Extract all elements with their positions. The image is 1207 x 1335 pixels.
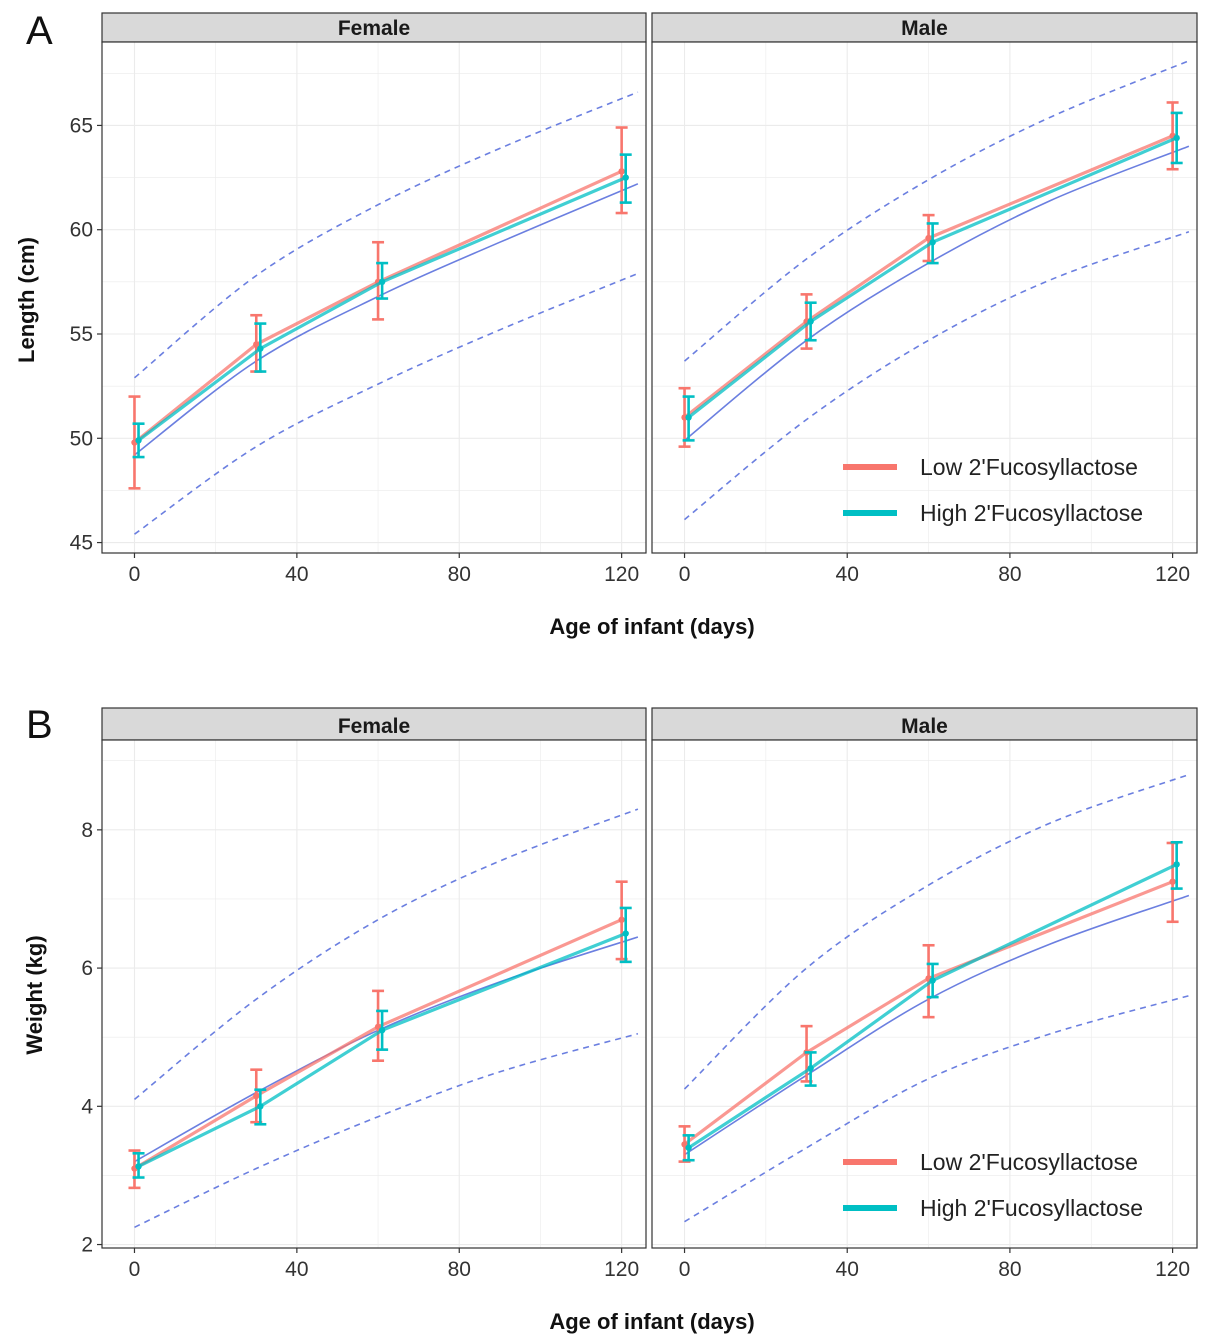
series-line-high-2fl-a-male xyxy=(687,136,1178,419)
data-point-high-2fl-a-female xyxy=(135,437,142,444)
panel-background-b-female xyxy=(102,740,646,1248)
data-point-high-2fl-b-female xyxy=(622,930,629,937)
x-tick-label: 0 xyxy=(129,563,141,586)
x-tick-label: 80 xyxy=(998,1258,1021,1281)
y-tick-label: 60 xyxy=(70,219,93,242)
y-axis-title-a: Length (cm) xyxy=(14,237,39,363)
y-tick-label: 2 xyxy=(81,1234,93,1257)
data-point-low-2fl-a-male xyxy=(925,234,932,242)
data-point-low-2fl-a-female xyxy=(253,341,260,348)
panel-border-b-female xyxy=(101,739,647,1249)
data-point-high-2fl-b-female xyxy=(378,1027,386,1034)
gridlines-b-female xyxy=(102,740,646,1248)
data-point-low-2fl-b-female xyxy=(253,1092,260,1100)
data-point-low-2fl-b-female xyxy=(618,916,625,923)
facet-strip-a-female xyxy=(101,12,647,43)
data-point-high-2fl-b-female xyxy=(257,1103,264,1110)
series-line-low-2fl-b-female xyxy=(133,918,623,1170)
y-tick-label: 45 xyxy=(70,532,93,555)
data-point-high-2fl-b-male xyxy=(807,1065,814,1072)
reference-upper-curve-a-female xyxy=(133,91,639,379)
facet-strip-a-male xyxy=(651,12,1198,43)
reference-lower-curve-a-male xyxy=(683,231,1190,521)
data-point-high-2fl-b-male xyxy=(1173,861,1180,868)
panel-border-b-male xyxy=(651,739,1198,1249)
panel-border-a-male xyxy=(651,41,1198,554)
reference-lower-curve-b-female xyxy=(134,1032,639,1229)
facet-label-b-female: Female xyxy=(338,715,410,738)
x-tick-label: 40 xyxy=(836,563,859,586)
x-tick-label: 0 xyxy=(129,1258,141,1281)
data-point-low-2fl-a-female xyxy=(618,168,625,175)
y-tick-label: 55 xyxy=(70,323,93,346)
x-tick-label: 120 xyxy=(1155,563,1190,586)
x-tick-label: 40 xyxy=(836,1258,859,1281)
x-tick-label: 0 xyxy=(679,1258,691,1281)
x-tick-label: 80 xyxy=(998,563,1021,586)
x-tick-label: 40 xyxy=(285,1258,308,1281)
x-tick-label: 80 xyxy=(448,563,471,586)
series-line-high-2fl-a-female xyxy=(137,176,627,442)
data-point-high-2fl-b-male xyxy=(685,1144,692,1151)
x-axis-title-a: Age of infant (days) xyxy=(549,614,754,639)
data-point-high-2fl-b-male xyxy=(929,977,936,984)
gridlines-b-male xyxy=(652,740,1197,1248)
panel-background-b-male xyxy=(652,740,1197,1248)
series-line-low-2fl-a-male xyxy=(683,134,1174,419)
facet-label-a-male: Male xyxy=(901,17,948,40)
reference-upper-curve-b-female xyxy=(133,808,639,1101)
x-tick-label: 40 xyxy=(285,563,308,586)
data-point-high-2fl-a-male xyxy=(1173,134,1180,142)
y-tick-label: 4 xyxy=(81,1095,93,1118)
data-point-high-2fl-a-female xyxy=(622,174,629,181)
data-point-high-2fl-a-male xyxy=(929,239,936,246)
series-line-low-2fl-a-female xyxy=(133,169,623,444)
y-tick-label: 65 xyxy=(70,114,93,137)
data-point-high-2fl-a-male xyxy=(807,318,814,325)
panel-border-a-female xyxy=(101,41,647,554)
data-point-high-2fl-a-female xyxy=(378,278,386,286)
facet-strip-b-female xyxy=(101,707,647,741)
legend-label-low-a: Low 2'Fucosyllactose xyxy=(920,454,1138,480)
data-point-high-2fl-b-female xyxy=(135,1163,142,1170)
series-line-high-2fl-b-female xyxy=(137,932,627,1168)
panel-background-a-female xyxy=(102,42,646,553)
legend-label-high-a: High 2'Fucosyllactose xyxy=(920,500,1143,526)
panel-background-a-male xyxy=(652,42,1197,553)
x-axis-title-b: Age of infant (days) xyxy=(549,1309,754,1334)
x-tick-label: 0 xyxy=(679,563,691,586)
y-tick-label: 50 xyxy=(70,427,93,450)
panel-letter-b: B xyxy=(26,703,53,747)
series-line-high-2fl-b-male xyxy=(687,862,1178,1150)
data-point-high-2fl-a-male xyxy=(685,414,692,421)
x-tick-label: 80 xyxy=(448,1258,471,1281)
data-point-high-2fl-a-female xyxy=(257,345,264,352)
legend-label-high-b: High 2'Fucosyllactose xyxy=(920,1195,1143,1221)
x-tick-label: 120 xyxy=(1155,1258,1190,1281)
legend-label-low-b: Low 2'Fucosyllactose xyxy=(920,1149,1138,1175)
y-tick-label: 8 xyxy=(81,819,93,842)
reference-upper-curve-b-male xyxy=(683,773,1190,1090)
series-line-low-2fl-b-male xyxy=(683,880,1174,1146)
reference-lower-curve-a-female xyxy=(134,272,639,535)
panel-letter-a: A xyxy=(26,9,53,53)
facet-label-a-female: Female xyxy=(338,17,410,40)
x-tick-label: 120 xyxy=(604,1258,639,1281)
reference-upper-curve-a-male xyxy=(683,60,1190,362)
y-axis-title-b: Weight (kg) xyxy=(22,935,47,1054)
y-tick-label: 6 xyxy=(81,957,93,980)
facet-label-b-male: Male xyxy=(901,715,948,738)
x-tick-label: 120 xyxy=(604,563,639,586)
data-point-low-2fl-b-male xyxy=(1169,878,1176,885)
